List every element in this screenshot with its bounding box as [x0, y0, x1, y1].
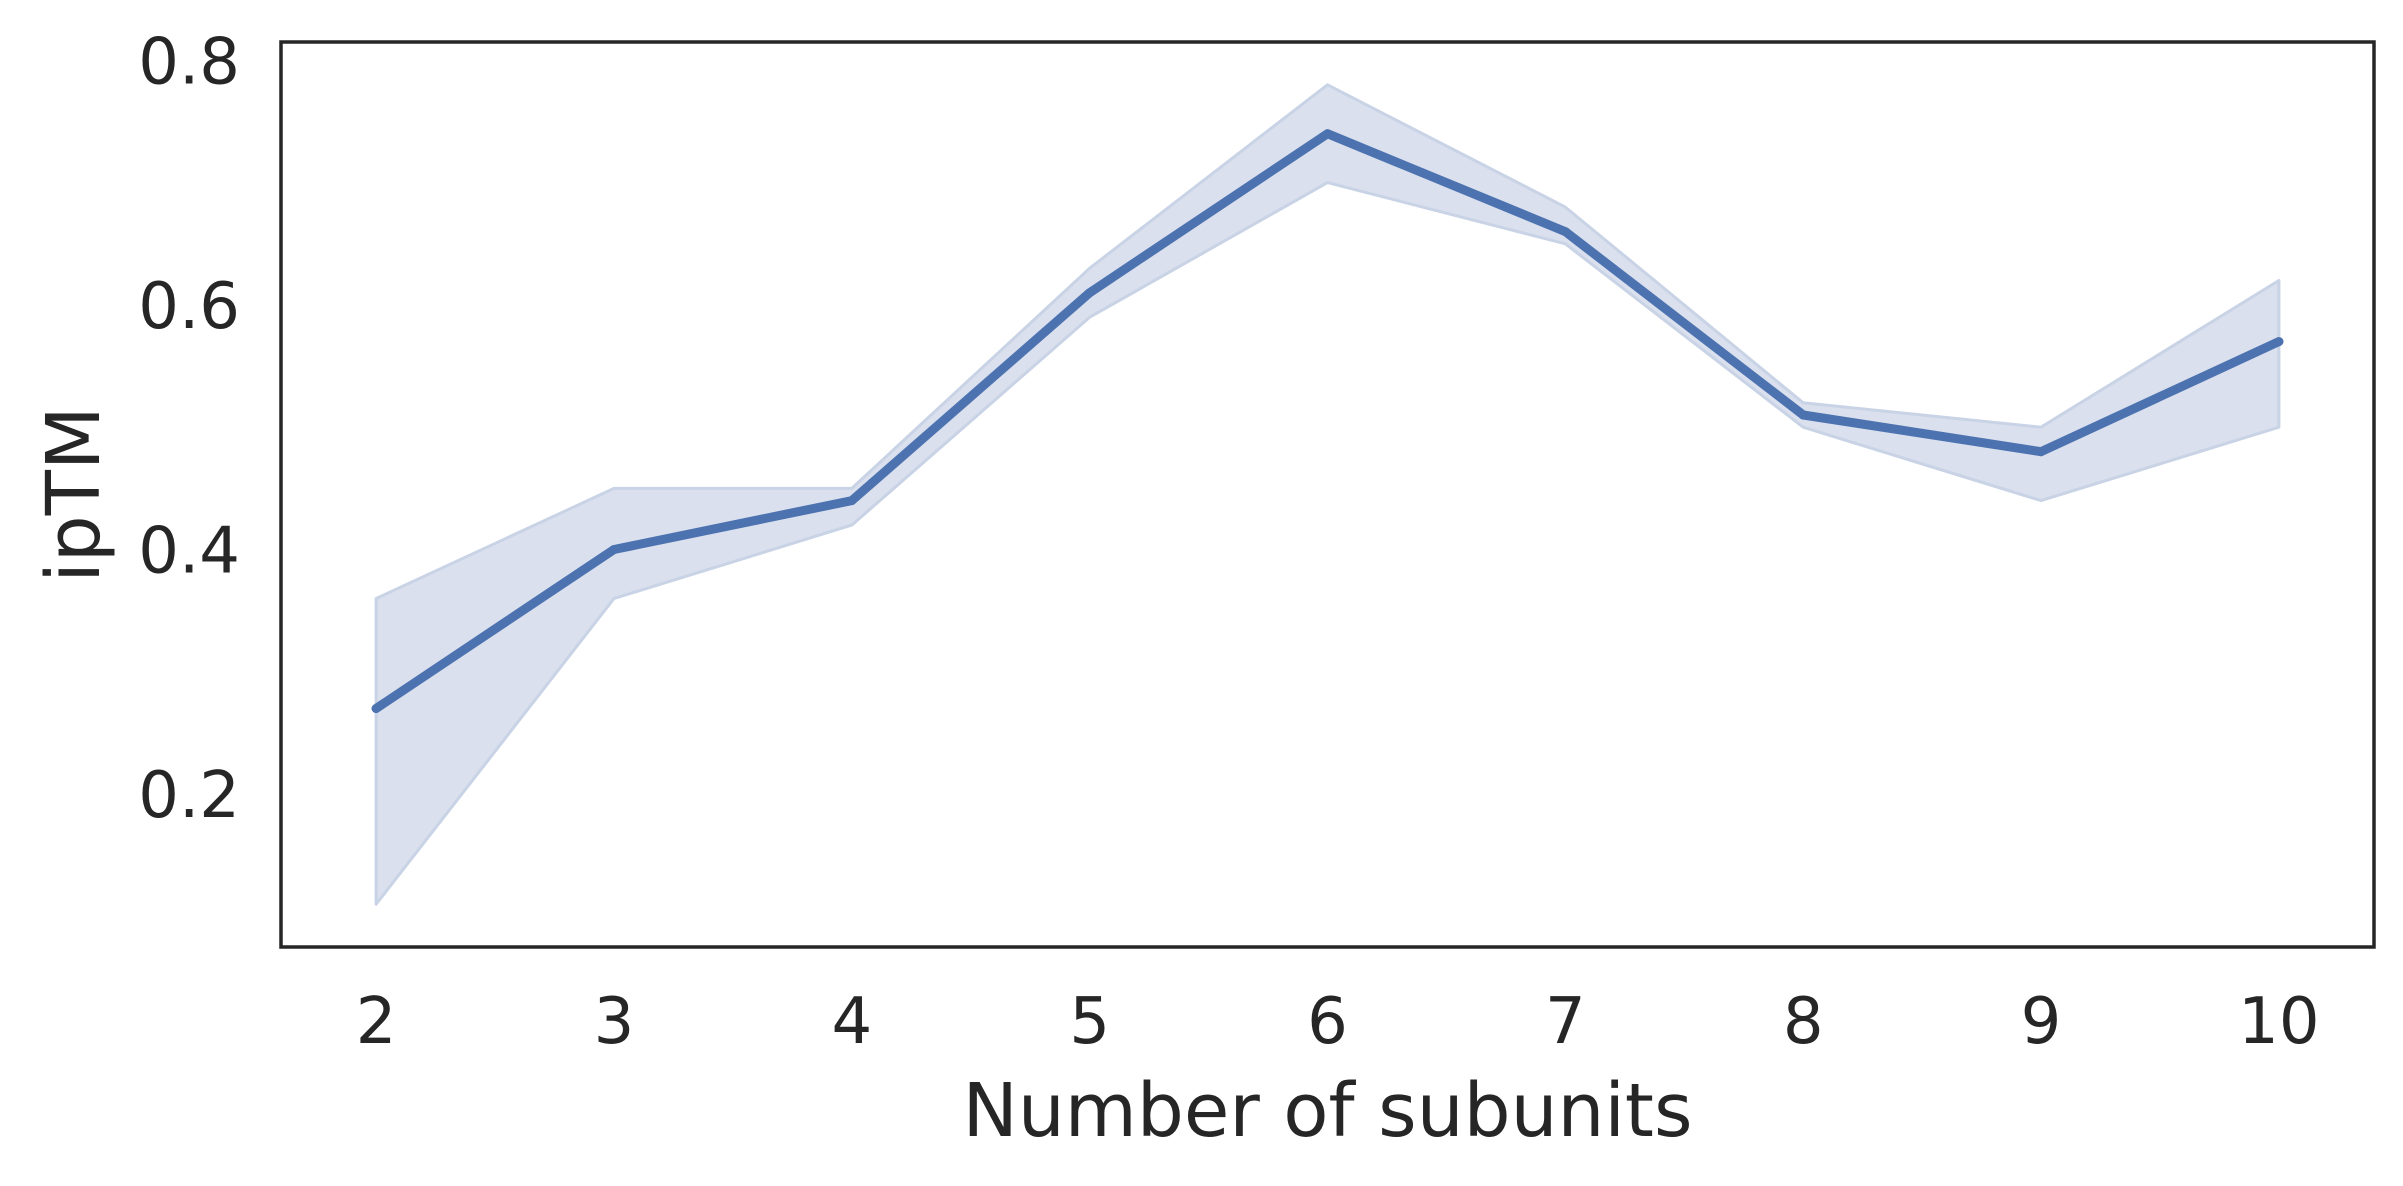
- data-point-3: [609, 545, 619, 554]
- x-tick-label-7: 7: [1545, 985, 1586, 1059]
- confidence-band-0: [374, 83, 2281, 906]
- data-point-2: [371, 704, 381, 713]
- x-tick-label-3: 3: [594, 985, 635, 1059]
- data-point-6: [1323, 129, 1332, 139]
- x-tick-label-4: 4: [831, 985, 872, 1059]
- y-tick-label-0.8: 0.8: [138, 25, 240, 99]
- x-axis-label: Number of subunits: [963, 1068, 1693, 1154]
- x-tick-label-10: 10: [2238, 985, 2319, 1059]
- y-tick-label-0.2: 0.2: [138, 759, 240, 833]
- y-tick-labels: 0.2 0.4 0.6 0.8: [138, 25, 240, 833]
- series-line-layer: [371, 129, 2284, 713]
- y-tick-label-0.6: 0.6: [138, 270, 240, 344]
- axes-frame-layer: [279, 40, 2376, 949]
- confidence-band-layer: [374, 83, 2281, 906]
- data-point-9: [2036, 447, 2046, 457]
- data-point-8: [1798, 410, 1808, 420]
- y-tick-label-0.4: 0.4: [138, 515, 240, 589]
- x-tick-labels: 2 3 4 5 6 7 8 9 10: [356, 985, 2320, 1059]
- data-point-5: [1085, 288, 1095, 298]
- x-tick-label-9: 9: [2021, 985, 2062, 1059]
- data-point-7: [1560, 227, 1570, 237]
- x-tick-label-6: 6: [1307, 985, 1348, 1059]
- y-axis-label: ipTM: [31, 406, 117, 583]
- x-tick-label-2: 2: [356, 985, 397, 1059]
- data-point-4: [847, 496, 857, 506]
- axes-frame: [279, 40, 2376, 949]
- data-point-10: [2274, 337, 2284, 347]
- x-tick-label-8: 8: [1783, 985, 1824, 1059]
- x-tick-label-5: 5: [1069, 985, 1110, 1059]
